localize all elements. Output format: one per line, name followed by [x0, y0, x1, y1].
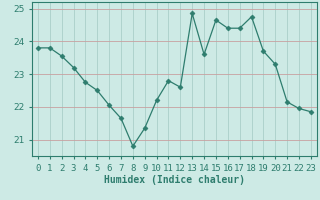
X-axis label: Humidex (Indice chaleur): Humidex (Indice chaleur)	[104, 175, 245, 185]
